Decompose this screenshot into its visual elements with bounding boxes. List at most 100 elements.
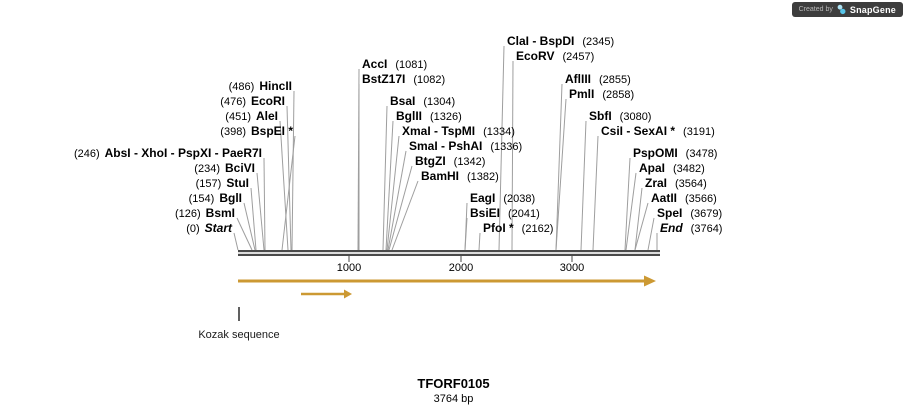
enzyme-name: BglII <box>396 109 422 123</box>
snapgene-badge: Created by SnapGene <box>791 2 903 17</box>
site-label: ClaI - BspDI (2345) <box>507 35 614 49</box>
site-position: (2162) <box>521 223 554 235</box>
enzyme-name: PspOMI <box>633 146 678 160</box>
site-label: BsaI (1304) <box>390 95 455 109</box>
site-label: ZraI (3564) <box>645 177 707 191</box>
site-label: PfoI * (2162) <box>483 222 553 236</box>
site-label: BamHI (1382) <box>421 170 499 184</box>
site-label: (486) HincII <box>229 80 292 94</box>
site-label: PmlI (2858) <box>569 88 634 102</box>
enzyme-name: ClaI - BspDI <box>507 34 575 48</box>
enzyme-name: XmaI - TspMI <box>402 124 476 138</box>
sequence-line <box>238 250 660 256</box>
site-label: (126) BsmI <box>175 207 235 221</box>
enzyme-name: BsmI <box>205 206 235 220</box>
enzyme-name: ApaI <box>639 161 666 175</box>
site-label: PspOMI (3478) <box>633 147 717 161</box>
site-position: (451) <box>225 111 251 123</box>
site-position: (234) <box>194 163 220 175</box>
site-position: (2345) <box>582 36 615 48</box>
site-label: CsiI - SexAI * (3191) <box>601 125 715 139</box>
enzyme-name: AccI <box>362 57 388 71</box>
site-position: (2858) <box>602 89 635 101</box>
site-label: (234) BciVI <box>194 162 255 176</box>
site-position: (1342) <box>453 156 486 168</box>
site-position: (3080) <box>619 111 652 123</box>
enzyme-name: AatII <box>651 191 678 205</box>
site-position: (1326) <box>430 111 462 123</box>
start-label: (0) Start <box>186 222 232 236</box>
kozak-sequence-label: Kozak sequence <box>198 329 280 341</box>
site-label: (154) BglI <box>189 192 242 206</box>
site-label: (398) BspEI * <box>220 125 293 139</box>
enzyme-name: PmlI <box>569 87 595 101</box>
enzyme-name: BamHI <box>421 169 460 183</box>
site-label: BstZ17I (1082) <box>362 73 445 87</box>
enzyme-name: CsiI - SexAI * <box>601 124 676 138</box>
site-position: (2038) <box>503 193 536 205</box>
site-position: (3679) <box>690 208 723 220</box>
site-label: SmaI - PshAI (1336) <box>409 140 522 154</box>
site-label: SpeI (3679) <box>657 207 722 221</box>
scale-label-2000: 2000 <box>448 262 474 274</box>
site-position: (2855) <box>599 74 631 86</box>
site-label: BtgZI (1342) <box>415 155 485 169</box>
site-position: (398) <box>220 126 246 138</box>
enzyme-name: PfoI * <box>483 221 514 235</box>
site-label: AccI (1081) <box>362 58 427 72</box>
site-label: XmaI - TspMI (1334) <box>402 125 515 139</box>
orf-arrow <box>238 275 656 287</box>
enzyme-name: EcoRI <box>250 94 285 108</box>
enzyme-name: BstZ17I <box>362 72 406 86</box>
enzyme-name: BsiEI <box>470 206 501 220</box>
enzyme-name: BglI <box>219 191 242 205</box>
enzyme-name: BtgZI <box>415 154 446 168</box>
site-position: (476) <box>220 96 246 108</box>
enzyme-name: EagI <box>470 191 496 205</box>
map-length: 3764 bp <box>433 393 474 405</box>
enzyme-name: SmaI - PshAI <box>409 139 483 153</box>
site-position: (1081) <box>395 59 428 71</box>
enzyme-name: EcoRV <box>516 49 555 63</box>
site-label: EagI (2038) <box>470 192 535 206</box>
enzyme-name: ZraI <box>645 176 668 190</box>
site-position: (2457) <box>562 51 595 63</box>
end-label: End (3764) <box>660 222 722 236</box>
site-position: (3482) <box>673 163 705 175</box>
site-position: (1382) <box>467 171 499 183</box>
site-position: (3764) <box>690 223 723 235</box>
site-label: EcoRV (2457) <box>516 50 594 64</box>
snapgene-logo-icon <box>837 4 846 15</box>
site-position: (1334) <box>483 126 515 138</box>
site-position: (3478) <box>685 148 718 160</box>
site-label: (476) EcoRI <box>220 95 285 109</box>
site-label: (451) AleI <box>225 110 278 124</box>
enzyme-name: AbsI - XhoI - PspXI - PaeR7I <box>104 146 262 160</box>
snapgene-brand-text: SnapGene <box>849 4 896 15</box>
site-label: BglII (1326) <box>396 110 462 124</box>
enzyme-name: SbfI <box>589 109 612 123</box>
site-label: (246) AbsI - XhoI - PspXI - PaeR7I <box>74 147 262 161</box>
enzyme-name: BspEI * <box>250 124 293 138</box>
site-position: (1336) <box>490 141 523 153</box>
enzyme-name: StuI <box>226 176 249 190</box>
enzyme-name: HincII <box>259 79 292 93</box>
site-position: (3564) <box>675 178 707 190</box>
site-label: SbfI (3080) <box>589 110 651 124</box>
start-text: Start <box>204 221 232 235</box>
site-position: (1082) <box>413 74 446 86</box>
site-label: ApaI (3482) <box>639 162 705 176</box>
site-label: (157) StuI <box>196 177 249 191</box>
site-label: BsiEI (2041) <box>470 207 540 221</box>
enzyme-name: SpeI <box>657 206 683 220</box>
enzyme-name: AflIII <box>565 72 591 86</box>
enzyme-name: BsaI <box>390 94 416 108</box>
site-position: (126) <box>174 208 201 220</box>
site-position: (246) <box>73 148 100 160</box>
site-position: (3191) <box>683 126 715 138</box>
site-position: (1304) <box>423 96 456 108</box>
end-text: End <box>660 221 683 235</box>
site-position: (154) <box>188 193 215 205</box>
